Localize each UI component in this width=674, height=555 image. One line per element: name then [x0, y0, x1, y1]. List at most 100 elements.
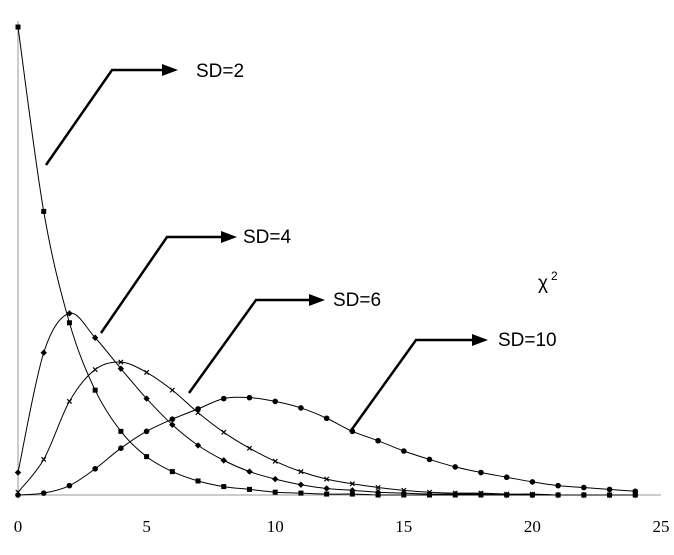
- data-point-sd10: [581, 484, 587, 491]
- data-point-sd6: [272, 458, 278, 464]
- data-point-sd6: [92, 366, 98, 373]
- data-point-sd4: [349, 487, 356, 494]
- data-point-sd4: [117, 365, 125, 372]
- data-point-sd2: [195, 478, 201, 484]
- data-point-sd6: [529, 491, 536, 497]
- data-point-sd6: [143, 369, 150, 376]
- x-tick-label-15: 15: [395, 517, 412, 536]
- data-point-sd10: [323, 415, 330, 422]
- annotation-label-sd6: SD=6: [333, 290, 381, 311]
- data-point-sd10: [66, 482, 73, 489]
- data-point-sd4: [477, 490, 485, 498]
- data-point-sd6: [66, 398, 73, 405]
- data-point-sd4: [143, 395, 150, 402]
- data-point-sd6: [581, 492, 587, 498]
- data-point-sd2: [118, 428, 124, 434]
- data-point-sd6: [221, 429, 227, 435]
- data-point-sd10: [92, 465, 98, 472]
- series-line-sd6: [17, 361, 636, 496]
- data-point-sd4: [169, 421, 176, 428]
- data-point-sd10: [195, 406, 201, 412]
- arrow-sd2: [44, 64, 178, 166]
- data-point-sd10: [375, 437, 381, 444]
- data-point-sd2: [221, 484, 227, 490]
- chi-superscript: 2: [551, 269, 558, 283]
- data-point-sd4: [220, 457, 227, 464]
- arrow-sd6: [187, 294, 325, 394]
- x-tick-label-0: 0: [14, 517, 23, 536]
- data-point-sd10: [426, 456, 433, 463]
- data-point-sd6: [452, 490, 458, 496]
- data-point-sd4: [40, 349, 47, 356]
- annotation-label-sd10: SD=10: [498, 330, 557, 351]
- data-point-sd2: [298, 490, 304, 496]
- series-layer: [14, 24, 639, 499]
- data-point-sd4: [272, 475, 279, 483]
- data-point-sd6: [118, 359, 124, 365]
- data-point-sd2: [92, 387, 98, 393]
- data-point-sd4: [529, 491, 536, 499]
- data-point-sd10: [606, 486, 613, 493]
- axes: 0 5 10 15 20 25: [14, 21, 670, 536]
- data-point-sd6: [606, 492, 613, 498]
- data-point-sd10: [529, 479, 536, 485]
- x-tick-label-10: 10: [267, 517, 284, 536]
- series-sd2: [15, 24, 638, 498]
- x-tick-label-5: 5: [142, 517, 151, 536]
- data-point-sd10: [118, 445, 124, 452]
- data-point-sd10: [401, 448, 407, 454]
- data-point-sd6: [349, 481, 355, 487]
- data-point-sd10: [143, 428, 150, 435]
- data-point-sd4: [194, 442, 202, 449]
- data-point-sd6: [169, 387, 175, 393]
- data-point-sd10: [169, 416, 176, 422]
- data-point-sd10: [452, 464, 459, 470]
- annotation-label-sd2: SD=2: [196, 61, 244, 82]
- data-point-sd2: [41, 208, 47, 214]
- data-point-sd6: [375, 484, 381, 491]
- data-point-sd4: [91, 334, 99, 341]
- data-point-sd6: [246, 445, 253, 451]
- annotation-label-sd4: SD=4: [243, 227, 291, 248]
- data-point-sd2: [15, 24, 21, 30]
- data-point-sd6: [324, 476, 330, 482]
- series-line-sd10: [17, 396, 636, 496]
- data-point-sd10: [272, 398, 279, 405]
- data-point-sd2: [246, 486, 252, 492]
- series-sd10: [15, 394, 639, 498]
- data-point-sd2: [66, 320, 72, 326]
- chi-symbol: χ: [538, 273, 548, 294]
- data-point-sd2: [324, 491, 330, 497]
- series-line-sd2: [17, 26, 636, 496]
- data-point-sd4: [66, 310, 73, 317]
- data-point-sd10: [220, 395, 227, 402]
- data-point-sd6: [298, 468, 304, 475]
- data-point-sd10: [15, 492, 21, 498]
- data-point-sd10: [632, 488, 639, 495]
- data-point-sd10: [555, 482, 561, 489]
- data-point-sd10: [246, 394, 253, 401]
- data-point-sd6: [478, 490, 484, 496]
- data-point-sd4: [297, 481, 305, 488]
- data-point-sd4: [503, 491, 510, 499]
- x-tick-label-25: 25: [653, 517, 670, 536]
- data-point-sd4: [452, 490, 459, 498]
- data-point-sd10: [503, 474, 510, 481]
- data-point-sd2: [272, 489, 278, 495]
- data-point-sd2: [169, 469, 175, 475]
- series-sd6: [15, 359, 638, 498]
- data-point-sd4: [14, 469, 22, 476]
- data-point-sd10: [298, 405, 304, 411]
- data-point-sd6: [426, 489, 433, 495]
- data-point-sd4: [246, 468, 253, 475]
- data-point-sd2: [144, 454, 150, 460]
- series-sd4: [14, 310, 639, 499]
- x-tick-label-20: 20: [524, 517, 541, 536]
- arrow-sd10: [348, 334, 488, 433]
- data-point-sd6: [41, 456, 47, 463]
- data-point-sd2: [349, 491, 355, 497]
- data-point-sd6: [504, 491, 510, 497]
- arrow-sd4: [99, 231, 237, 334]
- data-point-sd4: [374, 488, 382, 496]
